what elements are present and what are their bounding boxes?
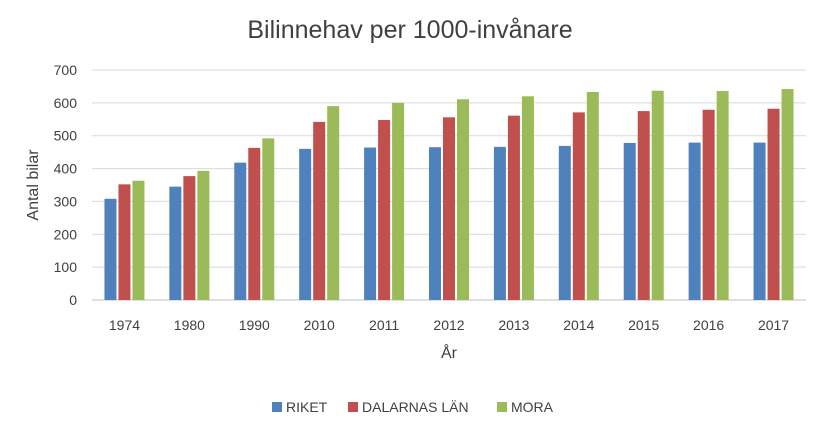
y-tick-label: 400 [54,161,78,177]
bar-riket-2012 [429,147,441,300]
bar-riket-1990 [234,162,247,300]
x-tick-label: 1974 [109,317,140,333]
legend: RIKET DALARNAS LÄN MORA [272,399,554,415]
bar-riket-2016 [688,142,701,300]
bar-mora-2010 [327,106,340,301]
x-tick-label: 2015 [628,317,659,333]
x-tick-label: 2017 [758,317,789,333]
x-tick-labels: 1974 1980 1990 2010 2011 2012 2013 2014 2015 2016… [109,317,789,333]
legend-label: MORA [511,399,554,415]
legend-swatch [497,402,507,412]
bar-riket-2013 [493,146,506,300]
bar-mora-1974 [132,180,145,300]
legend-swatch [348,402,358,412]
x-tick-label: 1980 [174,317,205,333]
bar-riket-2014 [558,145,571,300]
x-tick-label: 2013 [498,317,529,333]
bar-mora-2015 [651,90,664,300]
bar-dalarnas-län-1980 [183,176,196,300]
bar-dalarnas-län-2016 [702,109,715,300]
bar-mora-2017 [781,89,794,300]
y-tick-label: 500 [54,128,78,144]
bar-riket-2011 [364,147,377,300]
legend-swatch [272,402,282,412]
x-tick-label: 2011 [369,317,399,333]
y-tick-label: 600 [54,95,78,111]
y-tick-label: 700 [54,62,78,78]
y-tick-label: 200 [54,226,78,242]
bar-dalarnas-län-1990 [248,147,261,300]
bar-mora-2014 [586,92,599,300]
x-tick-label: 2014 [563,317,594,333]
legend-label: DALARNAS LÄN [362,399,469,415]
bars [104,89,794,301]
bar-riket-1980 [169,186,182,300]
x-tick-label: 2012 [433,317,464,333]
bar-dalarnas-län-2012 [443,117,455,300]
bar-dalarnas-län-2011 [378,119,391,300]
bar-riket-2010 [299,148,312,300]
bar-mora-2012 [457,99,469,300]
bar-dalarnas-län-1974 [118,184,131,300]
bar-riket-2017 [753,142,766,300]
bar-mora-1990 [262,138,275,300]
y-tick-label: 300 [54,193,78,209]
bar-mora-1980 [197,170,210,300]
bar-mora-2016 [716,91,729,301]
bar-dalarnas-län-2015 [637,111,650,300]
bar-riket-1974 [104,198,117,300]
bar-mora-2011 [392,102,405,300]
bar-dalarnas-län-2010 [313,121,326,301]
y-axis-label: Antal bilar [25,149,42,221]
bar-dalarnas-län-2014 [572,112,585,300]
y-tick-label: 0 [69,292,77,308]
x-tick-label: 2010 [304,317,335,333]
chart-title: Bilinnehav per 1000-invånare [247,16,572,44]
bar-dalarnas-län-2017 [767,108,780,301]
bar-riket-2015 [623,142,636,300]
bar-mora-2013 [521,96,534,301]
y-tick-label: 100 [54,259,78,275]
x-axis-label: År [441,343,458,362]
x-tick-label: 2016 [693,317,724,333]
x-tick-label: 1990 [239,317,270,333]
y-tick-labels: 0 100 200 300 400 500 600 700 [54,62,78,308]
bar-dalarnas-län-2013 [507,115,520,301]
legend-label: RIKET [286,399,328,415]
